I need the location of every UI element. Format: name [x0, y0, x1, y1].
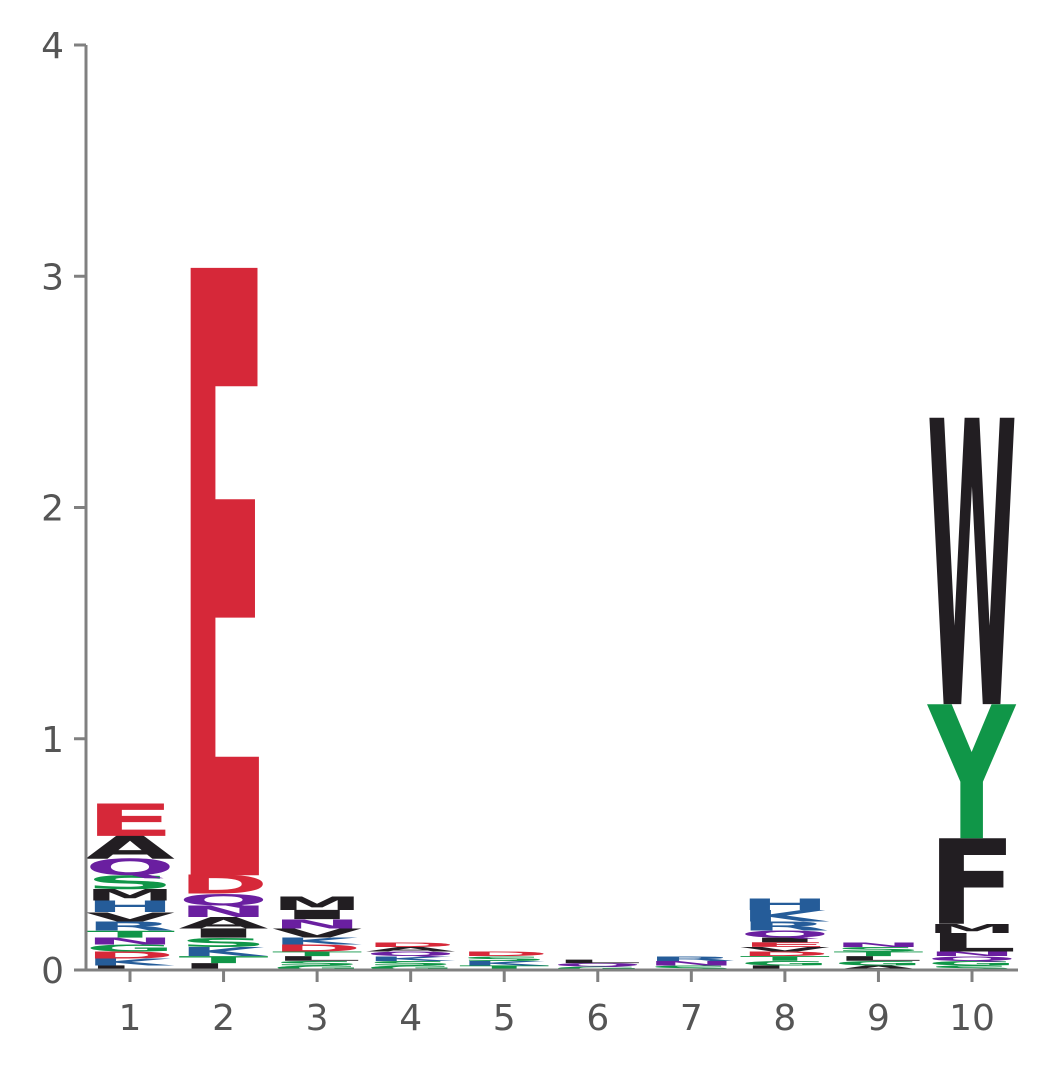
logo-letter-pos1-H: H [85, 898, 175, 916]
logo-letter-pos4-G: G [366, 964, 456, 971]
logo-letter-pos3-V: V [272, 926, 362, 941]
logo-letter-pos1-D: D [85, 950, 175, 961]
logo-letter-pos1-T: T [85, 929, 175, 940]
logo-letter-pos5-T: T [459, 964, 549, 971]
logo-letter-pos3-M: M [272, 892, 362, 914]
logo-letter-pos8-G: G [740, 960, 830, 967]
logo-letter-pos3-I: I [272, 907, 362, 922]
x-tick-label: 9 [867, 998, 890, 1039]
x-tick-label: 10 [949, 998, 995, 1039]
logo-letter-pos1-M: M [85, 886, 175, 904]
logo-letter-pos10-M: M [927, 921, 1017, 936]
logo-letter-pos5-D: D [459, 950, 549, 957]
logo-letter-pos2-S: S [179, 935, 269, 950]
logo-letter-pos9-G: G [833, 960, 923, 967]
logo-letter-pos8-T: T [740, 955, 830, 962]
logo-letter-pos6-Q: Q [553, 962, 643, 968]
logo-letter-pos7-S: S [646, 964, 736, 971]
logo-letter-pos1-L: L [85, 964, 175, 971]
logo-letter-pos9-T: T [833, 950, 923, 957]
logo-letter-pos7-N: N [646, 959, 736, 966]
logo-letter-pos3-N: N [272, 917, 362, 932]
logo-letter-pos2-K: K [179, 944, 269, 959]
logo-letter-pos1-Q: Q [85, 855, 175, 881]
y-tick-label: 1 [41, 720, 64, 761]
x-axis: 1 2 3 4 5 6 7 8 9 10 [86, 968, 1018, 1039]
x-tick-label: 2 [212, 998, 235, 1039]
logo-letter-pos7-R: R [646, 955, 736, 962]
y-axis: 0 1 2 3 4 [41, 26, 88, 992]
logo-letter-pos10-N: N [927, 950, 1017, 957]
logo-letter-pos8-Q: Q [740, 929, 830, 940]
logo-letter-pos4-D: D [366, 941, 456, 948]
y-tick-label: 0 [41, 951, 64, 992]
logo-letter-pos5-K: K [459, 959, 549, 966]
x-tick-label: 8 [773, 998, 796, 1039]
logo-letter-pos1-R: R [85, 919, 175, 934]
logo-letter-pos4-K: K [366, 955, 456, 962]
x-tick-label: 6 [586, 998, 609, 1039]
logo-letter-pos2-E: E [179, 101, 269, 1071]
logo-letter-pos2-N: N [179, 902, 269, 920]
logo-letter-pos10-S: S [927, 964, 1017, 971]
x-tick-label: 5 [493, 998, 516, 1039]
logo-letter-pos9-N: N [833, 941, 923, 948]
logo-letter-pos6-L: L [553, 959, 643, 965]
logo-letter-pos8-R: R [740, 919, 830, 934]
logo-letter-pos2-L: L [179, 961, 269, 972]
logo-letter-pos1-K: K [85, 957, 175, 968]
logo-letter-pos3-K: K [272, 936, 362, 947]
x-tick-label: 7 [680, 998, 703, 1039]
logo-letter-pos2-D: D [179, 870, 269, 900]
logo-letter-pos3-S: S [272, 960, 362, 967]
logo-letter-pos10-Y: Y [927, 668, 1017, 882]
logo-letter-pos9-S: S [833, 946, 923, 953]
logo-letter-pos8-K: K [740, 907, 830, 926]
y-tick-label: 2 [41, 489, 64, 530]
logo-letter-pos1-A: A [85, 830, 175, 867]
logo-letter-pos1-V: V [85, 910, 175, 925]
logo-letter-pos1-S: S [85, 872, 175, 894]
logo-letter-pos4-Q: Q [366, 950, 456, 957]
logo-letter-pos6-G: G [553, 966, 643, 972]
logo-letter-pos2-Q: Q [179, 891, 269, 909]
logo-letter-pos9-L: L [833, 955, 923, 962]
logo-letter-pos4-A: A [366, 946, 456, 953]
logo-letter-pos10-W: W [927, 340, 1017, 797]
logo-letter-pos1-N: N [85, 936, 175, 947]
logo-letter-pos1-E: E [85, 795, 175, 846]
logo-letter-pos1-G: G [85, 943, 175, 954]
logo-letter-pos3-T: T [272, 950, 362, 957]
logo-letter-pos8-L: L [740, 964, 830, 971]
logo-letter-pos8-I: I [740, 936, 830, 943]
logo-letter-pos10-L: L [927, 928, 1017, 957]
logo-letter-pos9-A: A [833, 964, 923, 971]
logo-letter-pos10-Q: Q [927, 955, 1017, 962]
logo-letter-pos10-F: F [927, 816, 1017, 952]
logo-letter-pos8-D: D [740, 950, 830, 957]
logo-letter-pos3-D: D [272, 943, 362, 954]
x-tick-label: 3 [306, 998, 329, 1039]
x-tick-label: 1 [119, 998, 142, 1039]
logo-letter-pos3-L: L [272, 955, 362, 962]
logo-letter-pos2-T: T [179, 954, 269, 965]
y-tick-label: 4 [41, 26, 64, 67]
y-tick-label: 3 [41, 257, 64, 298]
logo-letter-pos4-S: S [366, 960, 456, 967]
logo-letter-pos2-I: I [179, 926, 269, 941]
x-tick-label: 4 [399, 998, 422, 1039]
logo-letter-pos2-A: A [179, 914, 269, 933]
logo-letter-pos5-S: S [459, 955, 549, 962]
logo-letter-pos10-G: G [927, 960, 1017, 967]
logo-letter-pos3-G: G [272, 964, 362, 971]
logo-letter-pos8-H: H [740, 895, 830, 913]
logo-letter-pos8-V: V [740, 946, 830, 953]
logo-letter-pos8-E: E [740, 941, 830, 948]
